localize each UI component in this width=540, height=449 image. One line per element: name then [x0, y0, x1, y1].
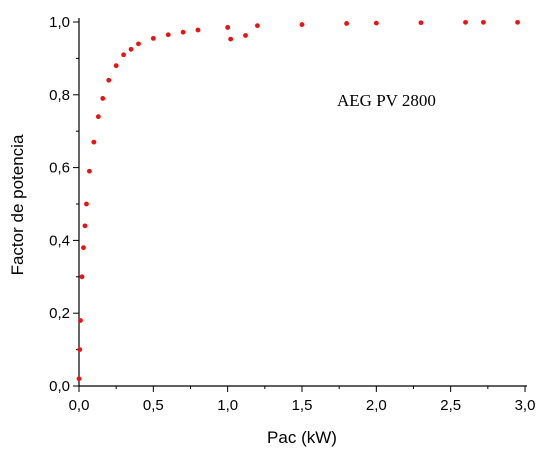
data-point: [128, 46, 134, 52]
data-point: [463, 19, 468, 25]
data-point: [113, 63, 119, 69]
y-tick-label: 0,6: [49, 160, 70, 177]
x-tick-label: 1,0: [217, 397, 238, 414]
x-tick-label: 1,5: [292, 397, 313, 414]
data-point: [82, 223, 88, 229]
data-point: [480, 19, 486, 25]
axes: 0,0 0,5 1,0 1,5 2,0 2,5 3,0 0,0 0,2 0,4 0,6 0,8 1,0: [49, 14, 535, 414]
data-point: [195, 27, 201, 33]
data-point: [373, 20, 379, 26]
data-point: [76, 376, 82, 382]
y-tick-label: 0,8: [49, 87, 70, 104]
data-point: [344, 21, 349, 26]
data-point: [87, 168, 92, 174]
x-tick-label: 0,0: [69, 397, 90, 414]
data-point: [180, 29, 186, 35]
data-point: [81, 245, 86, 251]
data-point: [165, 32, 171, 38]
y-tick-label: 1,0: [49, 14, 70, 31]
x-tick-label: 2,5: [440, 397, 461, 414]
data-point: [84, 201, 89, 207]
y-axis-title: Factor de potencia: [8, 134, 27, 275]
data-point: [418, 20, 424, 26]
x-tick-label: 2,0: [366, 397, 387, 414]
data-point: [225, 25, 231, 30]
chart-annotation: AEG PV 2800: [337, 91, 436, 110]
data-point: [100, 96, 106, 101]
data-point: [243, 33, 248, 38]
data-point: [255, 23, 260, 29]
data-point: [91, 139, 97, 145]
data-point: [77, 347, 83, 352]
data-point: [79, 274, 85, 280]
data-point: [150, 35, 156, 41]
data-point: [121, 52, 126, 58]
data-point: [515, 19, 520, 25]
y-tick-label: 0,4: [49, 232, 70, 249]
data-point: [299, 22, 305, 27]
data-point: [78, 318, 83, 323]
x-tick-label: 3,0: [515, 397, 536, 414]
y-tick-label: 0,2: [49, 305, 70, 322]
data-points: [76, 19, 520, 382]
data-point: [95, 114, 101, 120]
y-tick-label: 0,0: [49, 378, 70, 395]
data-point: [228, 36, 234, 42]
data-point: [136, 41, 141, 47]
x-tick-label: 0,5: [143, 397, 164, 414]
x-axis-title: Pac (kW): [267, 428, 337, 447]
data-point: [106, 77, 112, 83]
